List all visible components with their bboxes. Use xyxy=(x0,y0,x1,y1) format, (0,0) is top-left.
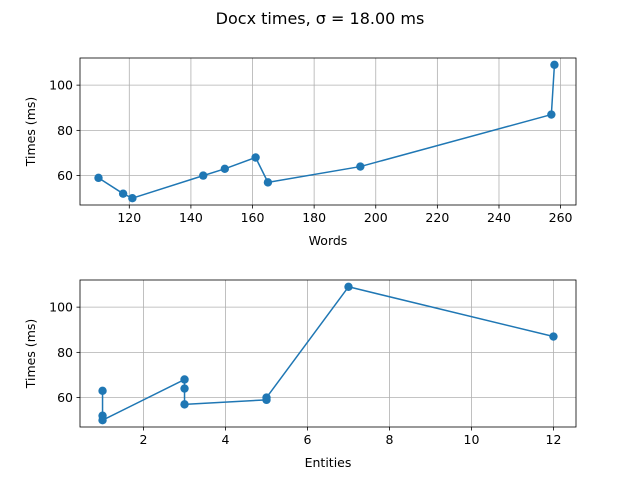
words-data-point xyxy=(94,173,103,183)
entities-x-tick-label: 6 xyxy=(304,432,312,447)
entities-x-tick-label: 12 xyxy=(546,432,562,447)
words-data-point xyxy=(263,178,273,187)
words-x-tick-label: 220 xyxy=(425,210,449,225)
words-x-tick-label: 160 xyxy=(241,210,265,225)
words-data-point xyxy=(547,110,556,119)
words-data-point xyxy=(128,194,137,203)
entities-plot: 2 4 6 8 10 12 60 80 100 Entities Times (ms) xyxy=(23,279,577,470)
entities-x-tick-label: 10 xyxy=(464,432,480,447)
figure-title: Docx times, σ = 18.00 ms xyxy=(216,9,425,28)
words-axes-frame xyxy=(79,57,577,206)
entities-data-point xyxy=(180,375,189,384)
entities-data-point xyxy=(549,332,558,341)
words-data-point xyxy=(118,189,128,198)
entities-data-point xyxy=(98,416,107,425)
words-data-point xyxy=(220,164,229,174)
words-x-tick-label: 180 xyxy=(302,210,326,225)
words-x-axis-label: Words xyxy=(309,233,348,248)
entities-x-axis-label: Entities xyxy=(305,455,352,470)
entities-y-axis-label: Times (ms) xyxy=(23,319,38,390)
words-y-axis-label: Times (ms) xyxy=(23,97,38,168)
words-data-point xyxy=(251,153,260,162)
words-x-tick-label: 240 xyxy=(487,210,511,225)
words-y-tick-label: 80 xyxy=(57,123,73,138)
entities-data-point xyxy=(180,384,189,393)
words-x-tick-label: 260 xyxy=(549,210,573,225)
entities-y-tick-label: 80 xyxy=(57,345,73,360)
words-x-tick-label: 120 xyxy=(117,210,141,225)
entities-data-point xyxy=(98,386,107,396)
entities-y-tick-label: 100 xyxy=(49,300,73,315)
words-y-tick-label: 60 xyxy=(57,168,73,183)
entities-x-tick-label: 8 xyxy=(386,432,394,447)
words-series-line xyxy=(98,64,556,199)
words-y-tick-label: 100 xyxy=(49,78,73,93)
entities-data-point xyxy=(262,393,271,402)
words-plot: 120 140 160 180 200 220 240 260 60 80 100 Words Time… xyxy=(23,57,577,248)
entities-y-tick-label: 60 xyxy=(57,390,73,405)
words-data-point xyxy=(356,162,365,171)
words-data-point xyxy=(550,60,559,69)
entities-axes-frame xyxy=(79,279,577,428)
entities-x-tick-label: 2 xyxy=(140,432,148,447)
words-x-tick-label: 140 xyxy=(179,210,203,225)
entities-x-tick-label: 4 xyxy=(222,432,230,447)
words-x-tick-label: 200 xyxy=(364,210,388,225)
entities-data-point xyxy=(344,282,353,291)
words-data-point xyxy=(199,171,208,180)
entities-data-point xyxy=(180,400,189,409)
